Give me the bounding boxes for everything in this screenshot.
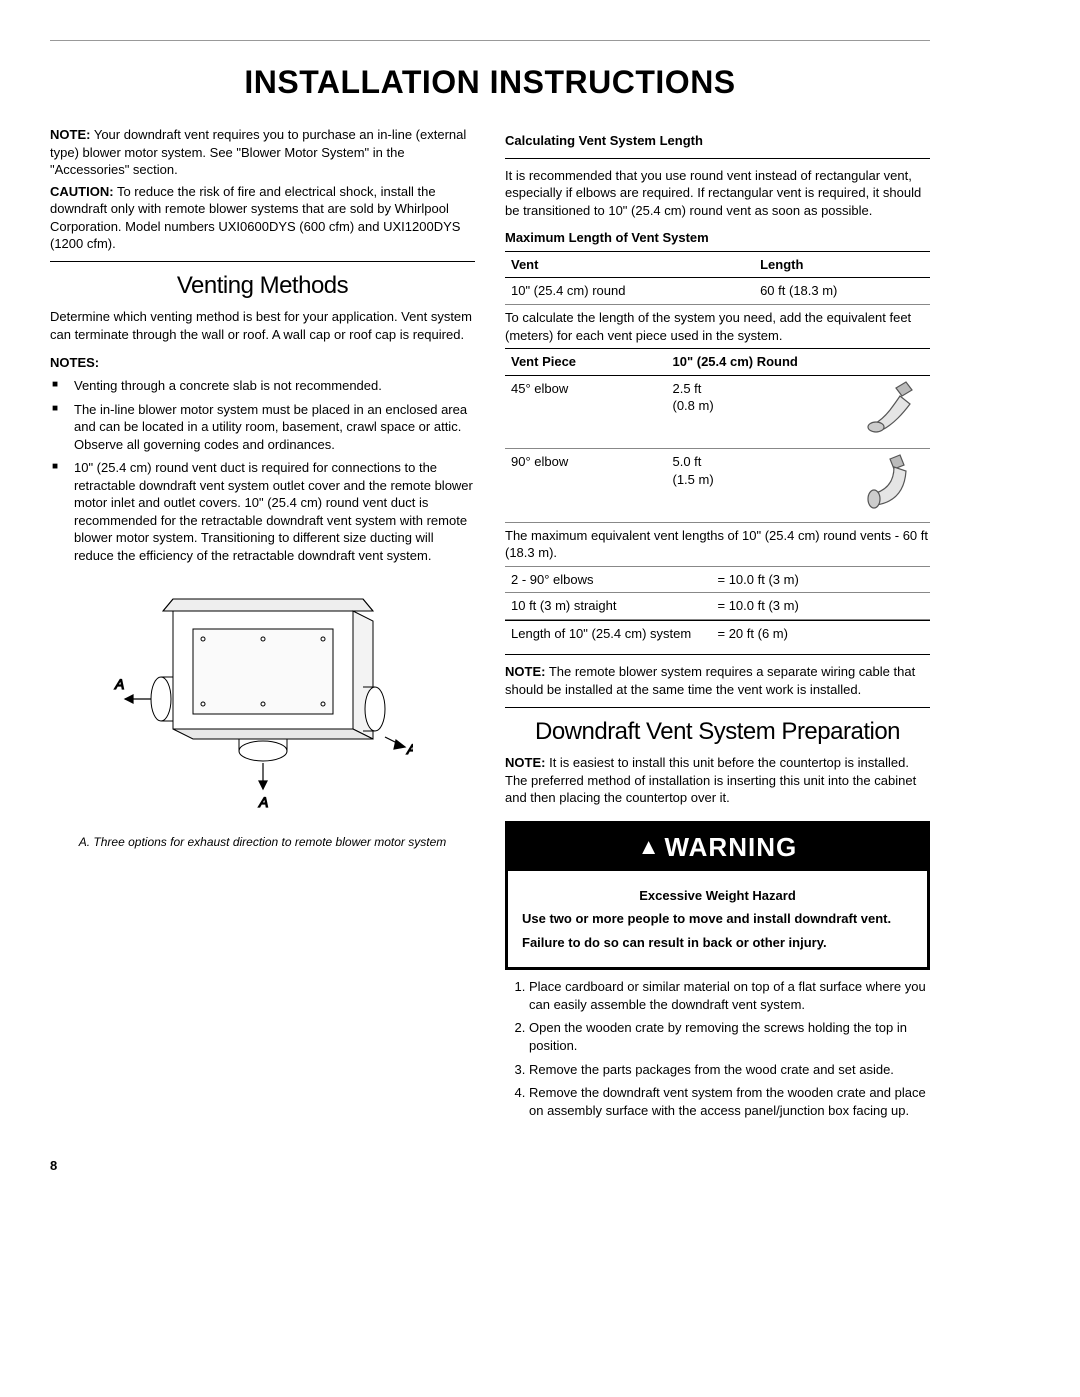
warning-triangle-icon: ▲: [638, 834, 661, 859]
exhaust-figure: A A A A. Three options for exhaust direc…: [50, 579, 475, 851]
right-column: Calculating Vent System Length It is rec…: [505, 122, 930, 1127]
figure-label-a-right: A: [406, 741, 413, 757]
max-length-table: Vent Length 10" (25.4 cm) round 60 ft (1…: [505, 251, 930, 305]
table-row: 90° elbow 5.0 ft (1.5 m): [505, 449, 930, 523]
notes-label: NOTES:: [50, 354, 475, 372]
divider: [50, 261, 475, 262]
elbow-45-icon: [854, 380, 924, 440]
calc-intro: It is recommended that you use round ven…: [505, 167, 930, 220]
calc-breakdown: 2 - 90° elbows = 10.0 ft (3 m) 10 ft (3 …: [505, 566, 930, 647]
divider: [505, 654, 930, 655]
prep-note: NOTE: It is easiest to install this unit…: [505, 754, 930, 807]
elbow-90-icon: [854, 453, 924, 513]
calc-heading: Calculating Vent System Length: [505, 132, 930, 150]
calc-total-row: Length of 10" (25.4 cm) system = 20 ft (…: [505, 620, 930, 647]
two-column-layout: NOTE: Your downdraft vent requires you t…: [50, 122, 930, 1127]
page-number: 8: [50, 1157, 930, 1175]
figure-label-a-bottom: A: [258, 794, 268, 810]
notes-list: Venting through a concrete slab is not r…: [50, 377, 475, 564]
step-item: Remove the parts packages from the wood …: [529, 1061, 930, 1079]
top-rule: [50, 40, 930, 41]
col-vent: Vent: [505, 251, 754, 278]
divider: [505, 707, 930, 708]
warning-box: ▲WARNING Excessive Weight Hazard Use two…: [505, 821, 930, 971]
step-item: Open the wooden crate by removing the sc…: [529, 1019, 930, 1054]
vent-piece-table: Vent Piece 10" (25.4 cm) Round 45° elbow…: [505, 348, 930, 523]
max-length-heading: Maximum Length of Vent System: [505, 229, 930, 247]
warning-body: Excessive Weight Hazard Use two or more …: [508, 871, 927, 968]
equiv-intro: To calculate the length of the system yo…: [505, 309, 930, 344]
figure-caption: A. Three options for exhaust direction t…: [50, 835, 475, 851]
calc-row: 10 ft (3 m) straight = 10.0 ft (3 m): [505, 593, 930, 620]
note-item: Venting through a concrete slab is not r…: [74, 377, 475, 395]
warning-hazard: Excessive Weight Hazard: [522, 887, 913, 905]
step-item: Remove the downdraft vent system from th…: [529, 1084, 930, 1119]
divider: [505, 158, 930, 159]
intro-note: NOTE: Your downdraft vent requires you t…: [50, 126, 475, 179]
venting-methods-heading: Venting Methods: [50, 270, 475, 302]
max-equiv-text: The maximum equivalent vent lengths of 1…: [505, 527, 930, 562]
page-title: INSTALLATION INSTRUCTIONS: [50, 61, 930, 104]
warning-line-1: Use two or more people to move and insta…: [522, 910, 913, 928]
prep-steps: Place cardboard or similar material on t…: [505, 978, 930, 1119]
figure-label-a-left: A: [114, 676, 124, 692]
left-column: NOTE: Your downdraft vent requires you t…: [50, 122, 475, 1127]
prep-heading: Downdraft Vent System Preparation: [505, 716, 930, 748]
warning-header: ▲WARNING: [508, 824, 927, 871]
col-piece: Vent Piece: [505, 349, 667, 376]
table-row: 10" (25.4 cm) round 60 ft (18.3 m): [505, 278, 930, 305]
remote-note: NOTE: The remote blower system requires …: [505, 663, 930, 698]
venting-intro: Determine which venting method is best f…: [50, 308, 475, 343]
intro-caution: CAUTION: To reduce the risk of fire and …: [50, 183, 475, 253]
col-round: 10" (25.4 cm) Round: [667, 349, 829, 376]
table-row: 45° elbow 2.5 ft (0.8 m): [505, 375, 930, 449]
calc-row: 2 - 90° elbows = 10.0 ft (3 m): [505, 567, 930, 594]
col-length: Length: [754, 251, 930, 278]
step-item: Place cardboard or similar material on t…: [529, 978, 930, 1013]
note-item: 10" (25.4 cm) round vent duct is require…: [74, 459, 475, 564]
downdraft-diagram: A A A: [113, 579, 413, 829]
note-item: The in-line blower motor system must be …: [74, 401, 475, 454]
warning-line-2: Failure to do so can result in back or o…: [522, 934, 913, 952]
